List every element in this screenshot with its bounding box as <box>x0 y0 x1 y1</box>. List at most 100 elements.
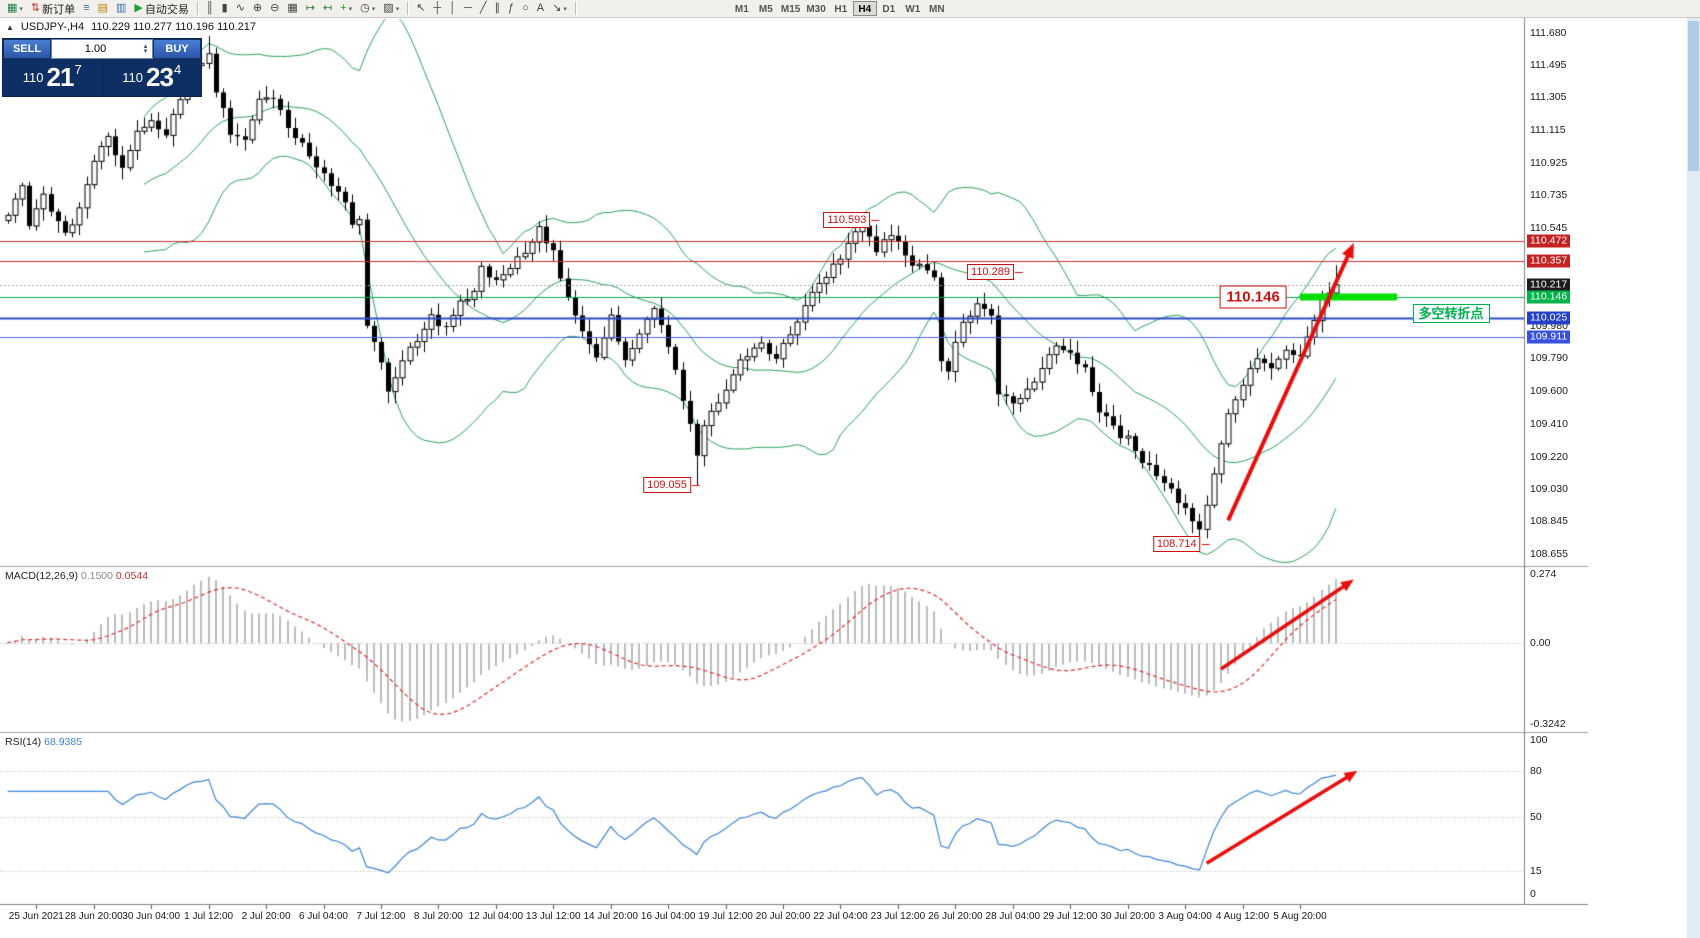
chart-shift-icon: ↤ <box>322 2 333 14</box>
cursor-icon: ↖ <box>416 2 426 14</box>
text-button[interactable]: A <box>533 1 548 17</box>
arrows-icon: ↘ <box>552 2 562 14</box>
zoom-in-button[interactable]: ⊕ <box>249 1 266 17</box>
caret-down-icon: ▾ <box>19 5 23 13</box>
sell-button[interactable]: SELL <box>3 39 51 59</box>
text-icon: A <box>536 2 545 14</box>
indicators-icon: + <box>340 2 347 14</box>
toolbar-group-timeframes: M1 M5 M15 M30 H1 H4 D1 W1 MN <box>730 1 949 16</box>
ellipse-button[interactable]: ○ <box>518 1 533 17</box>
chart-info-line: ▲ USDJPY-,H4 110.229 110.277 110.196 110… <box>6 21 256 33</box>
equidistant-channel-button[interactable]: ∥ <box>491 1 505 17</box>
volume-spinner[interactable]: ▴ ▾ <box>139 43 152 55</box>
sell-price-big: 21 <box>46 62 75 92</box>
window-scrollbar[interactable] <box>1687 18 1700 938</box>
toolbar-group-line-studies: ↖ ┼ │ ─ ╱ ∥ ƒ ○ A ↘ ▾ <box>412 1 571 17</box>
trendline-button[interactable]: ╱ <box>476 1 491 17</box>
tf-m15-button[interactable]: M15 <box>780 4 801 15</box>
data-window-icon: ▤ <box>97 2 108 14</box>
buy-price[interactable]: 110 23 4 <box>101 59 202 96</box>
chart-window-button[interactable]: ▦ ▾ <box>3 1 27 17</box>
buy-price-sup: 4 <box>173 62 182 77</box>
crosshair-button[interactable]: ┼ <box>429 1 445 17</box>
buy-button[interactable]: BUY <box>153 39 201 59</box>
new-order-icon: ⇅ <box>30 2 41 14</box>
equidistant-channel-icon: ∥ <box>494 2 501 14</box>
navigator-button[interactable]: ▥ <box>112 1 130 17</box>
periods-button[interactable]: ◷ ▾ <box>356 1 379 17</box>
periods-icon: ◷ <box>360 2 370 14</box>
new-order-button[interactable]: ⇅ 新订单 <box>27 1 79 17</box>
ohlc-values: 110.229 110.277 110.196 110.217 <box>91 21 257 33</box>
autotrading-icon: ▶ <box>134 2 143 14</box>
sell-price-prefix: 110 <box>22 70 44 85</box>
caret-down-icon: ▾ <box>348 5 353 13</box>
navigator-icon: ▥ <box>115 2 127 14</box>
caret-down-icon: ▾ <box>371 5 376 13</box>
tf-m1-button[interactable]: M1 <box>734 4 749 15</box>
tf-w1-button[interactable]: W1 <box>905 4 921 15</box>
tf-d1-button[interactable]: D1 <box>882 4 896 15</box>
toolbar-separator <box>574 2 576 15</box>
sell-price-sup: 7 <box>74 62 82 77</box>
tf-m30-button[interactable]: M30 <box>806 4 826 15</box>
auto-scroll-button[interactable]: ↦ <box>302 1 319 17</box>
market-watch-button[interactable]: ≡ <box>79 1 93 17</box>
sell-price[interactable]: 110 21 7 <box>3 59 102 96</box>
trendline-icon: ╱ <box>479 2 487 14</box>
autotrading-button[interactable]: ▶ 自动交易 <box>130 1 192 17</box>
cursor-button[interactable]: ↖ <box>412 1 429 17</box>
candlestick-chart-button[interactable]: ▮ <box>218 1 232 17</box>
indicators-button[interactable]: + ▾ <box>336 1 356 17</box>
buy-price-prefix: 110 <box>122 70 144 85</box>
spin-up-icon[interactable]: ▴ <box>143 43 148 50</box>
symbol-period-label: USDJPY-,H4 <box>20 21 85 33</box>
spin-down-icon[interactable]: ▾ <box>143 48 148 55</box>
scrollbar-thumb[interactable] <box>1688 21 1699 171</box>
tf-h1-button[interactable]: H1 <box>834 4 848 15</box>
chart-shift-button[interactable]: ↤ <box>319 1 336 17</box>
toolbar-separator <box>196 2 198 15</box>
bar-chart-icon: ║ <box>205 2 214 14</box>
line-chart-button[interactable]: ∿ <box>232 1 249 17</box>
ellipse-icon: ○ <box>522 2 529 14</box>
zoom-out-button[interactable]: ⊖ <box>266 1 283 17</box>
volume-box: ▴ ▾ <box>51 39 153 59</box>
buy-price-big: 23 <box>146 62 174 92</box>
arrows-button[interactable]: ↘ ▾ <box>548 1 571 17</box>
new-order-label: 新订单 <box>42 3 76 16</box>
vertical-line-button[interactable]: │ <box>445 1 460 17</box>
toolbar-group-standard: ▦ ▾ ⇅ 新订单 ≡ ▤ ▥ ▶ 自动交易 <box>3 1 193 17</box>
volume-input[interactable] <box>52 43 139 55</box>
toolbar-group-chart-controls: ║ ▮ ∿ ⊕ ⊖ ▦ ↦ ↤ + ▾ ◷ ▾ ▨ ▾ <box>202 1 403 17</box>
toolbar-separator <box>407 2 409 15</box>
autotrading-label: 自动交易 <box>144 3 189 16</box>
tf-mn-button[interactable]: MN <box>929 4 945 15</box>
chart-window-icon: ▦ <box>7 2 18 14</box>
templates-icon: ▨ <box>383 2 394 14</box>
one-click-trading-panel: SELL ▴ ▾ BUY 110 21 7 110 23 4 <box>2 38 202 97</box>
caret-down-icon: ▾ <box>563 5 567 13</box>
data-window-button[interactable]: ▤ <box>94 1 112 17</box>
tf-m5-button[interactable]: M5 <box>758 4 773 15</box>
tile-windows-icon: ▦ <box>287 2 298 14</box>
zoom-in-icon: ⊕ <box>252 2 263 14</box>
horizontal-line-button[interactable]: ─ <box>460 1 476 17</box>
candlestick-chart-icon: ▮ <box>221 2 228 14</box>
crosshair-icon: ┼ <box>433 2 442 14</box>
fibonacci-button[interactable]: ƒ <box>504 1 518 17</box>
symbol-marker-icon: ▲ <box>6 22 14 32</box>
tile-windows-button[interactable]: ▦ <box>283 1 301 17</box>
tf-h4-button[interactable]: H4 <box>852 1 877 16</box>
templates-button[interactable]: ▨ ▾ <box>379 1 403 17</box>
bar-chart-button[interactable]: ║ <box>202 1 218 17</box>
line-chart-icon: ∿ <box>235 2 245 14</box>
vertical-line-icon: │ <box>449 2 457 14</box>
caret-down-icon: ▾ <box>395 5 400 13</box>
zoom-out-icon: ⊖ <box>270 2 280 14</box>
toolbar: ▦ ▾ ⇅ 新订单 ≡ ▤ ▥ ▶ 自动交易 ║ ▮ ∿ ⊕ ⊖ ▦ ↦ ↤ + ▾ ◷ ▾ ▨ ▾ ↖ ┼ │ ─ ╱ ∥ ƒ ○ A ↘ ▾ M… <box>0 0 1700 18</box>
market-watch-icon: ≡ <box>83 2 90 14</box>
horizontal-line-icon: ─ <box>464 2 472 14</box>
